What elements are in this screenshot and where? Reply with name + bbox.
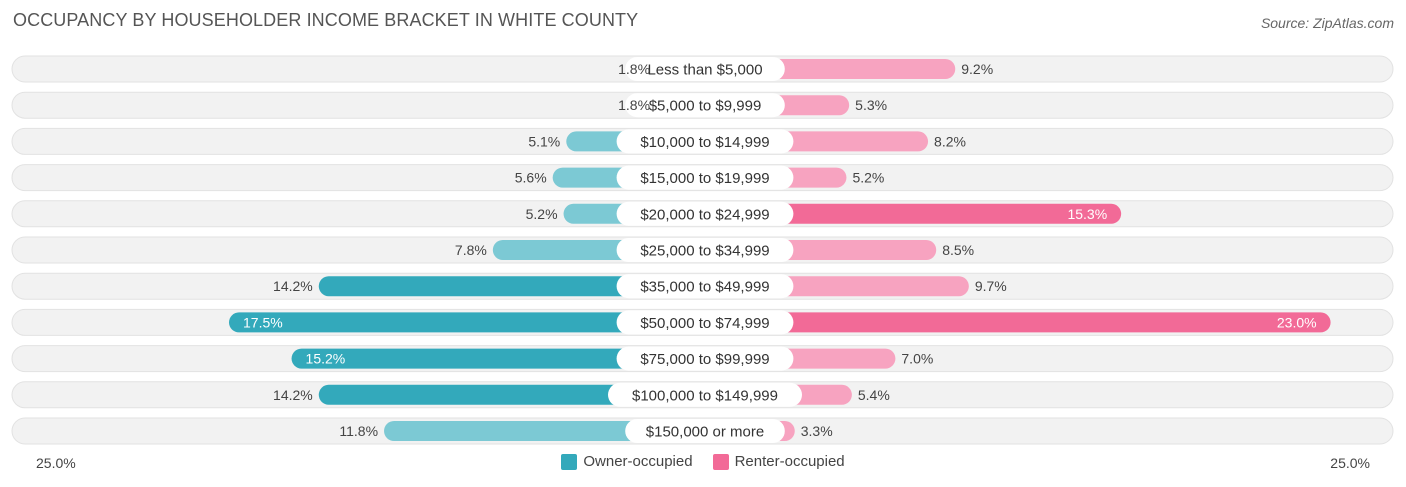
owner-value-label: 11.8% — [339, 423, 378, 439]
owner-bar — [318, 276, 715, 297]
renter-bar — [695, 312, 1331, 333]
renter-value-label: 8.2% — [934, 133, 966, 149]
legend-label-renter: Renter-occupied — [734, 453, 845, 470]
category-pill — [616, 165, 794, 190]
category-label: $100,000 to $149,999 — [632, 387, 778, 404]
category-pill — [616, 346, 794, 371]
category-pill — [616, 201, 794, 226]
renter-value-label: 5.2% — [852, 170, 884, 186]
category-pill — [616, 129, 794, 154]
category-label: $150,000 or more — [646, 424, 764, 441]
axis-right-label: 25.0% — [1330, 455, 1370, 471]
renter-value-label: 15.3% — [1067, 206, 1107, 222]
category-label: $75,000 to $99,999 — [640, 351, 769, 368]
renter-value-label: 5.3% — [855, 97, 887, 113]
owner-value-label: 15.2% — [306, 351, 346, 367]
category-label: $20,000 to $24,999 — [640, 206, 769, 223]
renter-value-label: 3.3% — [801, 423, 833, 439]
legend-item-owner: Owner-occupied — [561, 453, 693, 470]
category-pill — [616, 310, 794, 335]
category-label: $35,000 to $49,999 — [640, 279, 769, 296]
legend-swatch-owner — [561, 453, 578, 470]
category-pill — [625, 57, 785, 81]
renter-value-label: 23.0% — [1277, 314, 1317, 330]
owner-value-label: 5.1% — [528, 133, 560, 149]
owner-value-label: 7.8% — [455, 242, 487, 258]
category-label: $10,000 to $14,999 — [640, 134, 769, 151]
owner-value-label: 1.8% — [618, 61, 650, 77]
renter-value-label: 8.5% — [942, 242, 974, 258]
source-credit: Source: ZipAtlas.com — [1260, 15, 1394, 31]
owner-value-label: 17.5% — [243, 314, 283, 330]
renter-value-label: 7.0% — [901, 351, 933, 367]
legend-swatch-renter — [712, 453, 729, 470]
renter-bar — [695, 203, 1122, 224]
category-pill — [608, 382, 802, 407]
axis-left-label: 25.0% — [36, 455, 76, 471]
category-pill — [625, 419, 785, 443]
category-label: $50,000 to $74,999 — [640, 315, 769, 332]
owner-value-label: 14.2% — [273, 278, 313, 294]
owner-value-label: 14.2% — [273, 387, 313, 403]
legend: Owner-occupied Renter-occupied — [0, 453, 1406, 470]
owner-value-label: 5.2% — [526, 206, 558, 222]
category-pill — [625, 93, 785, 118]
category-label: $25,000 to $34,999 — [640, 243, 769, 260]
owner-bar — [291, 348, 715, 369]
category-label: $15,000 to $19,999 — [640, 170, 769, 187]
renter-value-label: 9.7% — [975, 278, 1007, 294]
renter-value-label: 9.2% — [961, 61, 993, 77]
owner-value-label: 5.6% — [515, 170, 547, 186]
legend-item-renter: Renter-occupied — [712, 453, 845, 470]
category-pill — [616, 238, 794, 262]
owner-bar — [229, 312, 715, 333]
legend-label-owner: Owner-occupied — [583, 453, 693, 470]
category-label: $5,000 to $9,999 — [649, 98, 762, 115]
renter-value-label: 5.4% — [858, 387, 890, 403]
category-pill — [616, 274, 794, 299]
chart-title: OCCUPANCY BY HOUSEHOLDER INCOME BRACKET … — [13, 10, 639, 30]
owner-value-label: 1.8% — [618, 97, 650, 113]
category-label: Less than $5,000 — [647, 62, 762, 79]
